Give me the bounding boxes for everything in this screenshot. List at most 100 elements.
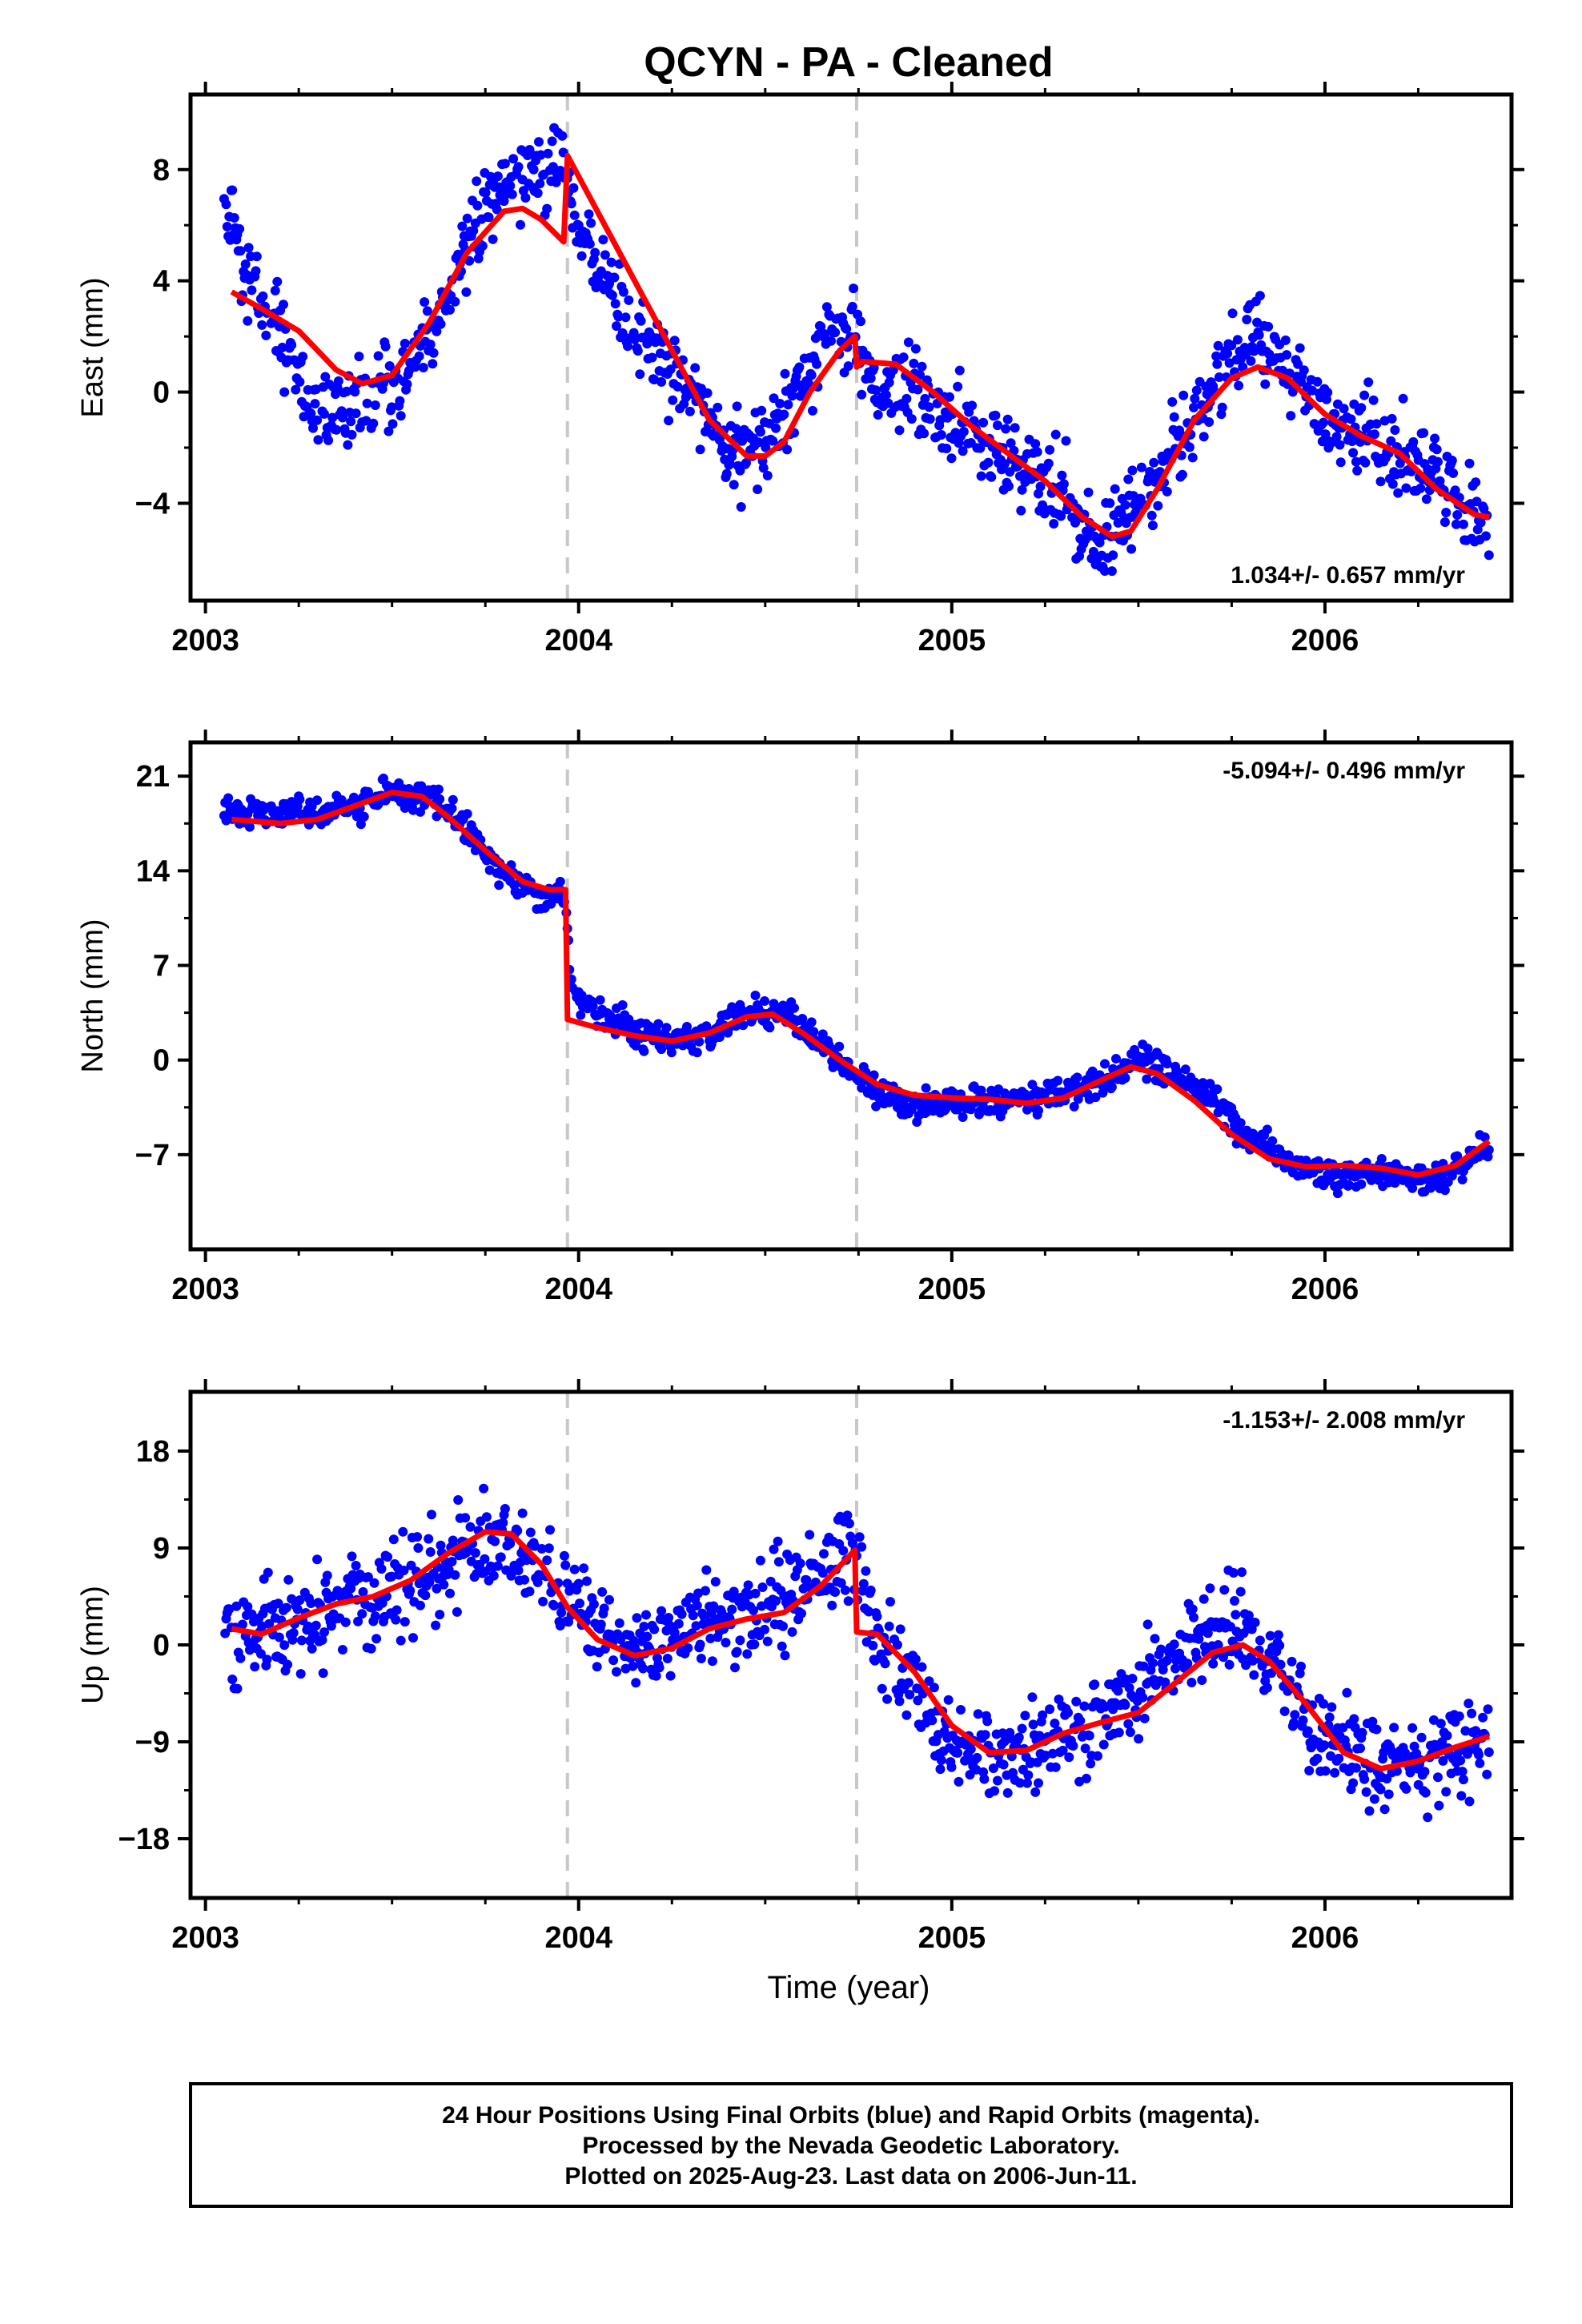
data-point <box>1114 1727 1124 1738</box>
data-point <box>262 1655 272 1665</box>
data-point <box>821 302 832 312</box>
data-point <box>1178 390 1189 400</box>
data-points <box>220 1483 1494 1823</box>
data-point <box>1389 1723 1399 1733</box>
data-point <box>588 1599 599 1610</box>
data-point <box>910 1654 921 1664</box>
footer-line-3: Plotted on 2025-Aug-23. Last data on 200… <box>564 2163 1137 2189</box>
data-point <box>1441 508 1452 517</box>
data-point <box>227 1675 238 1684</box>
data-point <box>313 435 323 445</box>
data-point <box>338 412 347 423</box>
data-point <box>789 1003 799 1013</box>
data-point <box>1223 348 1233 359</box>
data-point <box>232 1683 243 1694</box>
data-point <box>725 459 735 468</box>
data-point <box>1093 1751 1102 1761</box>
data-point <box>1347 436 1357 446</box>
data-point <box>613 312 624 322</box>
data-point <box>1170 1663 1180 1674</box>
data-point <box>343 440 353 450</box>
data-point <box>1351 1763 1361 1773</box>
data-point <box>753 485 763 494</box>
data-point <box>662 1654 673 1663</box>
data-point <box>428 359 438 369</box>
data-point <box>841 324 852 334</box>
data-point <box>1262 1683 1272 1693</box>
data-point <box>1433 456 1443 467</box>
data-point <box>1416 1732 1427 1743</box>
data-point <box>1204 417 1215 427</box>
data-point <box>436 319 446 329</box>
data-point <box>416 1600 425 1610</box>
data-point <box>765 1023 775 1033</box>
data-point <box>692 1047 702 1058</box>
data-point <box>1211 351 1222 361</box>
data-point <box>1287 1656 1297 1667</box>
data-point <box>481 1512 492 1522</box>
data-point <box>1079 1701 1090 1711</box>
rate-annotation: -5.094+/- 0.496 mm/yr <box>1223 758 1465 784</box>
footer-box <box>189 2082 1513 2208</box>
data-point <box>917 1662 927 1672</box>
data-point <box>380 341 391 352</box>
data-point <box>366 1643 376 1654</box>
data-point <box>834 1041 845 1051</box>
data-point <box>1022 1778 1032 1788</box>
plot-area <box>220 1483 1494 1823</box>
data-point <box>244 822 255 832</box>
data-point <box>1351 456 1361 467</box>
data-point <box>1098 1739 1109 1750</box>
data-point <box>354 352 364 362</box>
data-point <box>492 204 502 215</box>
data-point <box>317 1634 327 1645</box>
data-point <box>545 1525 555 1535</box>
data-point <box>1320 429 1331 440</box>
data-point <box>632 346 643 356</box>
data-point <box>362 398 372 408</box>
data-point <box>1049 519 1059 529</box>
data-point <box>532 188 543 199</box>
data-point <box>1199 432 1209 442</box>
data-point <box>420 297 430 308</box>
data-point <box>880 1659 890 1669</box>
footer-line-2: Processed by the Nevada Geodetic Laborat… <box>582 2133 1119 2159</box>
data-point <box>296 1635 307 1646</box>
data-point <box>255 1649 266 1659</box>
data-point <box>243 1602 253 1612</box>
data-point <box>638 1663 648 1674</box>
data-point <box>488 234 498 244</box>
data-point <box>396 411 406 421</box>
y-tick-label: −18 <box>118 1823 170 1856</box>
data-point <box>327 412 338 423</box>
data-point <box>525 1527 536 1538</box>
data-point <box>1393 488 1403 498</box>
data-point <box>797 1608 806 1618</box>
y-axis-label: North (mm) <box>76 919 110 1072</box>
data-point <box>1010 423 1020 433</box>
data-point <box>270 285 280 296</box>
data-point <box>894 1696 905 1707</box>
data-point <box>864 1606 874 1617</box>
data-point <box>432 326 442 336</box>
data-point <box>1080 1743 1090 1754</box>
model-line <box>231 1529 1491 1772</box>
data-point <box>641 1610 651 1620</box>
data-point <box>1205 1583 1215 1594</box>
data-point <box>628 1661 638 1671</box>
data-point <box>1004 481 1014 492</box>
data-point <box>414 351 424 361</box>
data-point <box>1138 1692 1148 1703</box>
data-point <box>1224 1659 1235 1670</box>
data-point <box>1319 1740 1330 1751</box>
data-point <box>369 1578 379 1588</box>
data-point <box>251 266 261 276</box>
data-point <box>498 1518 508 1528</box>
y-tick-label: −9 <box>135 1726 170 1759</box>
data-point <box>1017 1723 1027 1734</box>
data-point <box>732 401 742 412</box>
data-point <box>1167 1648 1178 1659</box>
data-point <box>892 1639 902 1650</box>
data-point <box>1043 458 1054 468</box>
